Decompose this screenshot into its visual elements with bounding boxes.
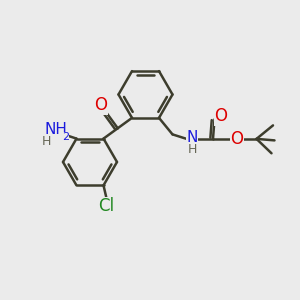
- Text: NH: NH: [44, 122, 67, 137]
- Text: H: H: [188, 143, 197, 156]
- Text: N: N: [186, 130, 198, 146]
- Text: O: O: [230, 130, 244, 148]
- Text: O: O: [94, 96, 107, 114]
- Text: O: O: [214, 107, 228, 125]
- Text: H: H: [42, 135, 51, 148]
- Text: 2: 2: [62, 132, 69, 142]
- Text: Cl: Cl: [98, 197, 115, 215]
